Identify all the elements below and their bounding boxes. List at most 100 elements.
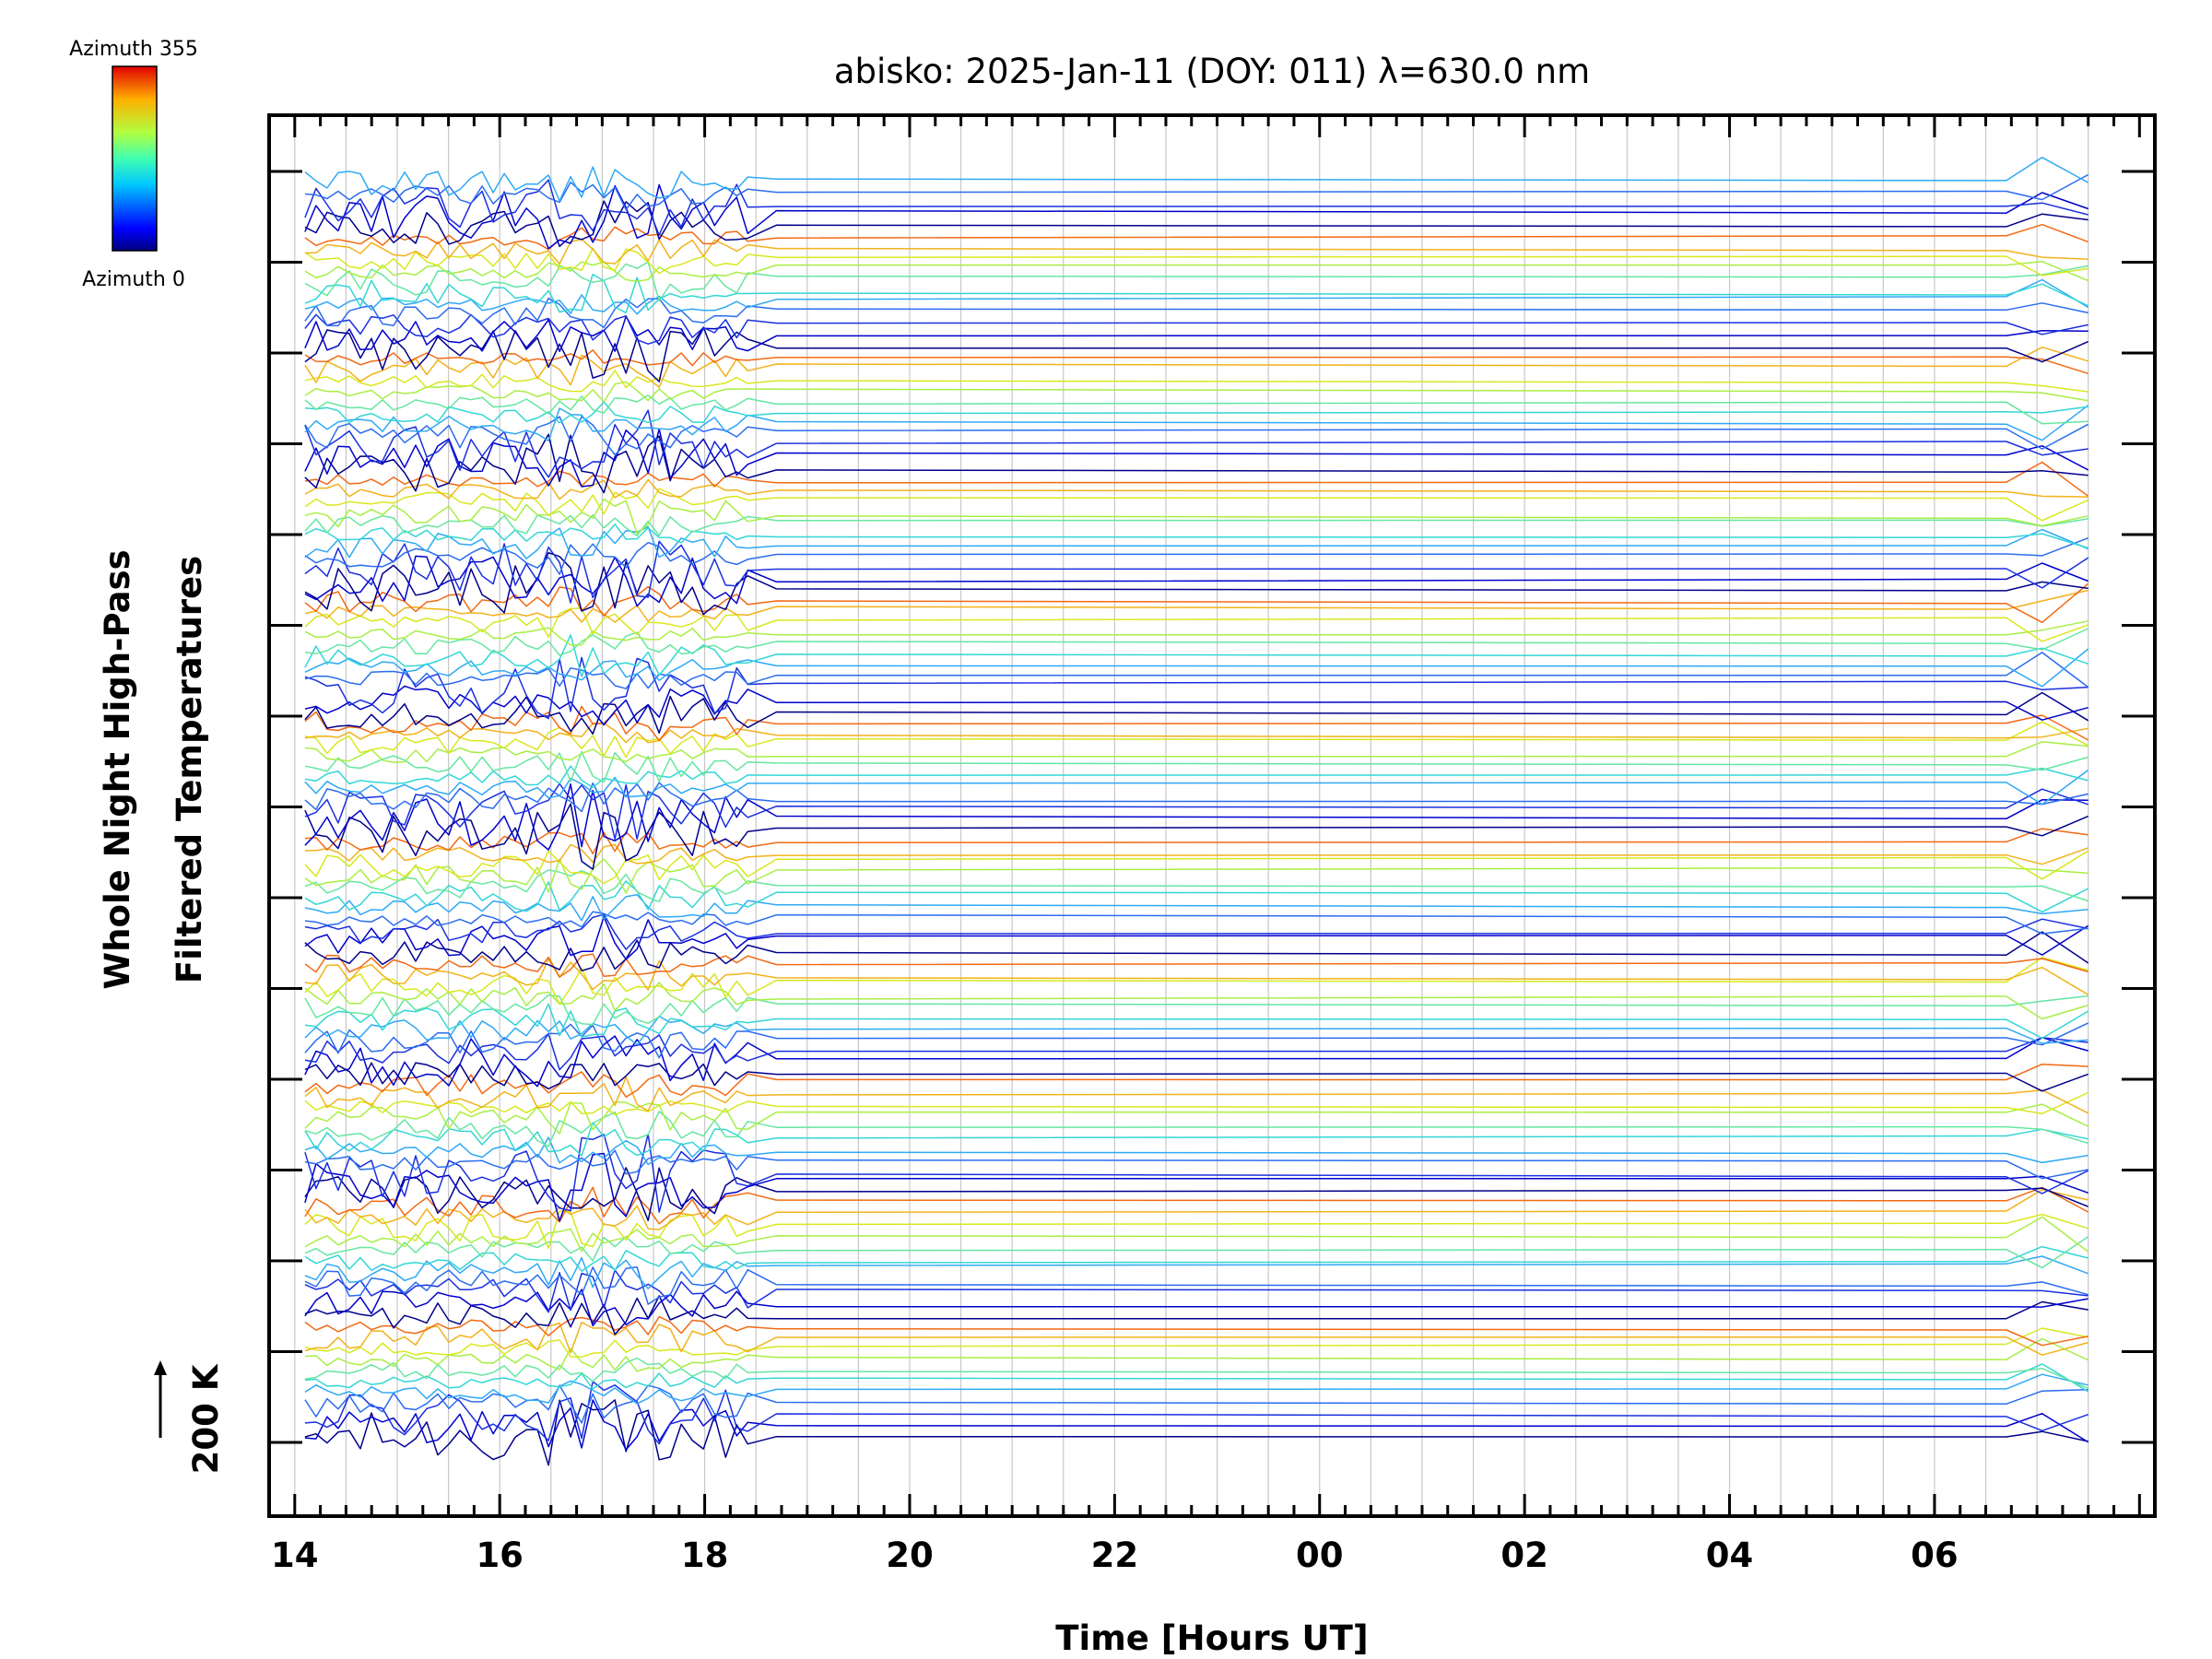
colorbar-top-label: Azimuth 355	[69, 38, 198, 61]
x-tick-label: 14	[271, 1535, 319, 1575]
series-line	[304, 1136, 2088, 1166]
plot-frame	[267, 113, 2157, 1518]
series-line	[304, 1327, 2088, 1359]
series-line	[304, 1266, 2088, 1305]
y-axis-label-line-2: Filtered Temperatures	[170, 556, 209, 983]
series-line	[304, 685, 2088, 726]
series-line	[304, 297, 2088, 329]
series-line	[304, 1357, 2088, 1389]
series-line	[304, 1100, 2089, 1135]
series-line	[304, 405, 2089, 441]
series-line	[304, 1022, 2089, 1059]
series-line	[304, 555, 2088, 607]
series-line	[304, 273, 2089, 314]
series-line	[304, 1035, 2088, 1088]
series-line	[304, 1236, 2089, 1269]
series-line	[304, 525, 2088, 559]
series-line	[304, 1363, 2089, 1393]
series-line	[304, 1315, 2088, 1347]
series-line	[304, 1076, 2089, 1114]
series-line	[304, 723, 2088, 744]
series-line	[304, 1384, 2088, 1424]
series-line	[304, 173, 2089, 211]
series-line	[304, 183, 2088, 250]
series-line	[304, 1381, 2088, 1445]
series-line	[304, 540, 2089, 604]
series-line	[304, 994, 2088, 1026]
series-line	[304, 536, 2088, 575]
series-line	[304, 628, 2089, 656]
series-line	[304, 524, 2088, 549]
series-line	[304, 741, 2088, 763]
series-line	[304, 1133, 2089, 1213]
series-line	[304, 326, 2089, 382]
series-line	[304, 1399, 2088, 1466]
series-line	[304, 478, 2088, 500]
series-line	[304, 1152, 2088, 1222]
scale-indicator: 200 K	[154, 1360, 226, 1474]
series-line	[304, 278, 2089, 315]
series-line	[304, 828, 2088, 855]
series-line	[304, 551, 2088, 616]
series-line	[304, 782, 2088, 813]
series-line	[304, 1337, 2089, 1372]
colorbar-bottom-label: Azimuth 0	[82, 268, 185, 291]
series-line	[304, 913, 2088, 950]
series-line	[304, 313, 2088, 345]
series-line	[304, 705, 2089, 742]
series-line	[304, 765, 2088, 789]
series-line	[304, 1122, 2088, 1157]
x-tick-label: 22	[1091, 1535, 1139, 1575]
series-line	[304, 750, 2088, 783]
series-line	[304, 1269, 2088, 1313]
series-line	[304, 1188, 2088, 1230]
series-line	[304, 238, 2088, 265]
series-line	[304, 607, 2088, 642]
x-axis-label: Time [Hours UT]	[1055, 1618, 1368, 1658]
series-line	[304, 370, 2088, 393]
series-line	[304, 982, 2088, 1020]
series-line	[304, 1288, 2088, 1327]
scale-arrow-head	[154, 1360, 167, 1375]
series-line	[304, 634, 2088, 677]
series-line	[304, 513, 2088, 536]
series-line	[304, 1063, 2088, 1098]
series-line	[304, 1399, 2089, 1451]
series-line	[304, 858, 2088, 894]
series-line	[304, 1111, 2088, 1147]
series-line	[304, 200, 2088, 248]
x-tick-label: 20	[886, 1535, 934, 1575]
x-tick-label: 06	[1911, 1535, 1959, 1575]
series-line	[304, 843, 2088, 865]
chart-title: abisko: 2025-Jan-11 (DOY: 011) λ=630.0 n…	[834, 52, 1590, 91]
series-line	[304, 179, 2088, 236]
series-line	[304, 911, 2088, 935]
series-line	[304, 1255, 2088, 1289]
series-line	[304, 261, 2088, 302]
series-line	[304, 915, 2089, 960]
series-line	[304, 346, 2088, 388]
series-line	[304, 381, 2088, 403]
series-line	[304, 157, 2089, 202]
series-line	[304, 1003, 2089, 1040]
series-line	[304, 958, 2089, 995]
series-line	[304, 416, 2089, 456]
series-line	[304, 1210, 2088, 1250]
series-line	[304, 957, 2088, 1006]
series-line	[304, 1186, 2089, 1225]
series-line	[304, 769, 2089, 806]
series-line	[304, 1167, 2088, 1221]
series-line	[304, 931, 2089, 971]
series-line	[304, 850, 2089, 885]
y-axis-label-line-1: Whole Night High-Pass	[98, 549, 137, 989]
series-line	[304, 803, 2088, 870]
series-line	[304, 589, 2088, 623]
series-line	[304, 620, 2088, 646]
series-line	[304, 1245, 2088, 1272]
x-tick-labels: 14 16 18 20 22 00 02 04 06	[271, 1535, 1959, 1575]
series-line	[304, 1091, 2089, 1116]
series-line	[304, 1295, 2088, 1335]
series-line	[304, 488, 2089, 522]
x-tick-label: 02	[1500, 1535, 1548, 1575]
temperature-series	[304, 157, 2089, 1466]
